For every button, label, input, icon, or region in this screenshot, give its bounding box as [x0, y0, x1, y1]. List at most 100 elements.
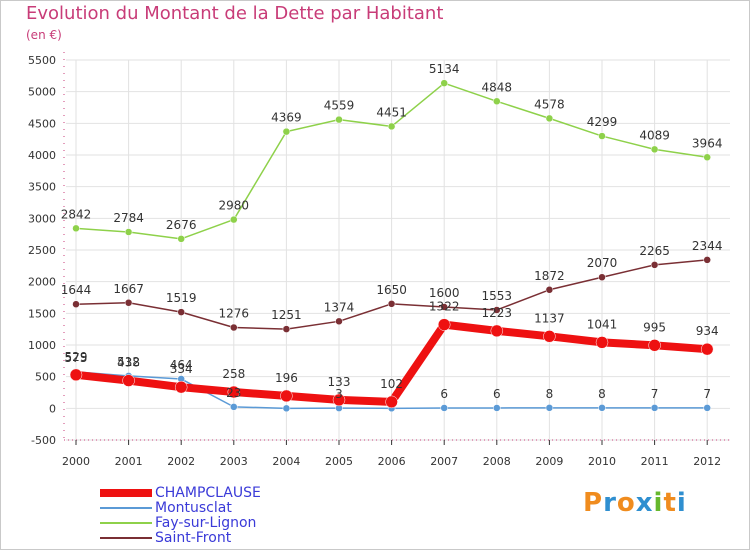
data-point-saint-front: [335, 317, 343, 326]
proxiti-logo: Proxiti: [583, 488, 687, 522]
data-point-champclause: [437, 318, 451, 331]
legend-label-fay-sur-lignon: Fay-sur-Lignon: [155, 515, 257, 531]
data-point-saint-front: [703, 256, 711, 264]
data-label-montusclat: 8: [546, 387, 554, 401]
data-label-montusclat: 6: [440, 387, 448, 401]
data-point-saint-front: [72, 300, 80, 308]
logo-letter: t: [663, 488, 677, 518]
data-point-champclause: [490, 324, 504, 338]
data-point-saint-front: [598, 273, 606, 281]
data-label-champclause: 1137: [534, 311, 565, 325]
data-label-champclause: 196: [275, 371, 298, 385]
data-point-saint-front: [493, 306, 501, 314]
data-point-champclause: [227, 385, 241, 399]
data-label-fay-sur-lignon: 2676: [166, 218, 197, 232]
y-tick-label: 5500: [28, 54, 56, 67]
data-point-champclause: [122, 374, 135, 387]
data-label-saint-front: 1600: [429, 286, 460, 300]
data-label-montusclat: 3: [335, 387, 343, 401]
data-point-fay-sur-lignon: [177, 235, 185, 243]
y-tick-label: 2000: [28, 276, 56, 289]
x-tick-label: 2003: [220, 455, 248, 468]
data-label-montusclat: 6: [493, 387, 501, 401]
data-point-saint-front: [650, 261, 659, 269]
data-point-saint-front: [387, 300, 396, 308]
y-tick-label: 3500: [28, 181, 56, 194]
data-point-fay-sur-lignon: [650, 145, 659, 154]
y-tick-label: 1500: [28, 307, 56, 320]
data-point-fay-sur-lignon: [282, 127, 291, 136]
data-point-montusclat: [230, 403, 238, 411]
x-tick-label: 2004: [272, 455, 300, 468]
data-label-fay-sur-lignon: 3964: [692, 136, 723, 150]
data-point-saint-front: [177, 308, 185, 316]
data-label-champclause: 133: [328, 375, 351, 389]
y-tick-label: 1000: [28, 339, 56, 352]
data-point-saint-front: [230, 323, 238, 332]
data-label-fay-sur-lignon: 4299: [587, 115, 618, 129]
data-label-fay-sur-lignon: 2980: [219, 199, 250, 213]
data-point-fay-sur-lignon: [72, 224, 80, 233]
data-label-montusclat: 7: [703, 387, 711, 401]
data-point-fay-sur-lignon: [335, 115, 343, 124]
data-label-saint-front: 2070: [587, 256, 618, 270]
x-tick-label: 2005: [325, 455, 353, 468]
data-label-fay-sur-lignon: 4559: [324, 99, 355, 113]
data-label-champclause: 334: [170, 362, 193, 376]
logo-letter: P: [583, 488, 604, 518]
y-tick-label: 4000: [28, 149, 56, 162]
chart-title: Evolution du Montant de la Dette par Hab…: [26, 3, 444, 24]
data-label-champclause: 258: [222, 367, 245, 381]
data-point-saint-front: [545, 286, 554, 294]
data-label-fay-sur-lignon: 4848: [482, 80, 513, 94]
data-point-fay-sur-lignon: [124, 228, 133, 236]
data-label-montusclat: 8: [598, 387, 606, 401]
data-point-champclause: [280, 389, 293, 403]
data-label-saint-front: 1553: [482, 289, 513, 303]
x-tick-label: 2009: [535, 455, 563, 468]
data-point-montusclat: [650, 404, 659, 412]
x-tick-label: 2011: [641, 455, 669, 468]
legend-label-saint-front: Saint-Front: [155, 530, 232, 546]
x-tick-label: 2012: [693, 455, 721, 468]
data-point-fay-sur-lignon: [703, 153, 711, 162]
data-label-champclause: 1322: [429, 300, 460, 314]
x-tick-label: 2002: [167, 455, 195, 468]
data-label-champclause: 529: [65, 350, 88, 364]
data-point-fay-sur-lignon: [493, 97, 501, 106]
data-label-fay-sur-lignon: 5134: [429, 62, 460, 76]
data-label-montusclat: 512: [117, 355, 140, 369]
data-point-montusclat: [282, 404, 291, 413]
data-point-montusclat: [545, 404, 554, 412]
data-label-champclause: 438: [117, 356, 140, 370]
data-label-saint-front: 1644: [61, 283, 92, 297]
legend-label-champclause: CHAMPCLAUSE: [155, 485, 261, 501]
data-label-champclause: 934: [696, 324, 719, 338]
data-label-montusclat: 464: [170, 358, 193, 372]
x-tick-label: 2008: [483, 455, 511, 468]
data-point-fay-sur-lignon: [440, 79, 448, 87]
legend-label-montusclat: Montusclat: [155, 500, 232, 516]
data-point-champclause: [648, 339, 661, 352]
data-point-champclause: [595, 336, 609, 349]
chart-subtitle: (en €): [26, 28, 62, 42]
data-point-montusclat: [440, 404, 448, 412]
y-tick-label: 5000: [28, 86, 56, 99]
y-tick-label: 500: [35, 371, 56, 384]
data-label-fay-sur-lignon: 4089: [639, 128, 670, 142]
data-point-montusclat: [493, 404, 501, 412]
data-label-saint-front: 1374: [324, 300, 355, 314]
x-tick-label: 2007: [430, 455, 458, 468]
y-tick-label: -500: [31, 434, 56, 447]
x-tick-label: 2006: [378, 455, 406, 468]
data-point-champclause: [543, 330, 556, 343]
data-label-fay-sur-lignon: 4451: [376, 105, 407, 119]
data-label-saint-front: 1872: [534, 269, 565, 283]
y-tick-label: 4500: [28, 117, 56, 130]
y-tick-label: 0: [49, 402, 56, 415]
data-point-saint-front: [440, 303, 448, 311]
data-label-montusclat: 23: [226, 386, 241, 400]
logo-letter: x: [635, 488, 654, 518]
data-label-saint-front: 1519: [166, 291, 197, 305]
data-label-saint-front: 2265: [639, 244, 670, 258]
